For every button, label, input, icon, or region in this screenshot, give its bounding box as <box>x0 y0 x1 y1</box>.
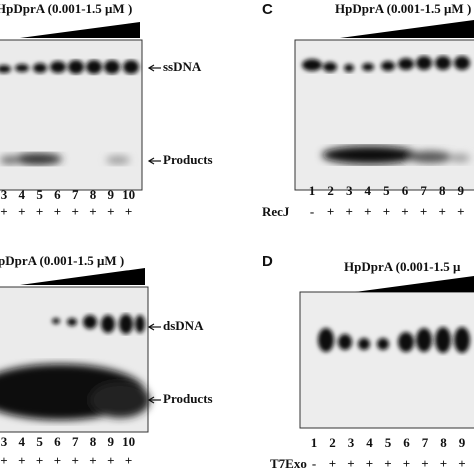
lane-number: 3 <box>1 434 8 449</box>
gel-d <box>299 291 474 429</box>
lane-sign: + <box>420 204 427 219</box>
arrow-head <box>147 323 155 331</box>
lane-sign: + <box>457 204 464 219</box>
lane-number: 4 <box>19 187 26 202</box>
lane-sign: + <box>384 456 391 471</box>
lane-sign: + <box>125 204 132 219</box>
lane-number: 3 <box>348 435 355 450</box>
gel-c <box>294 39 474 191</box>
lane-sign: + <box>54 453 61 468</box>
lane-number: 2 <box>327 183 334 198</box>
lane-number: 4 <box>365 183 372 198</box>
lane-sign: + <box>54 204 61 219</box>
lane-number: 6 <box>403 435 410 450</box>
lane-number: 1 <box>311 435 318 450</box>
band-label: Products <box>163 152 213 167</box>
lane-number: 5 <box>385 435 392 450</box>
band-label: dsDNA <box>163 318 204 333</box>
lane-sign: + <box>347 456 354 471</box>
lane-sign: + <box>18 453 25 468</box>
treatment-label: T7Exo <box>270 456 307 471</box>
lane-number: 8 <box>439 183 446 198</box>
lane-number: 3 <box>346 183 353 198</box>
lane-sign: + <box>18 204 25 219</box>
lane-number: 6 <box>54 434 61 449</box>
lane-number: 8 <box>90 187 97 202</box>
lane-sign: + <box>438 204 445 219</box>
panel-title: pDprA (0.001-1.5 μM ) <box>0 253 124 268</box>
lane-number: 9 <box>459 435 466 450</box>
lane-sign: - <box>310 204 314 219</box>
lane-number: 7 <box>72 187 79 202</box>
lane-number: 6 <box>54 187 61 202</box>
lane-number: 7 <box>72 434 79 449</box>
treatment-label: RecJ <box>262 204 290 219</box>
wedge <box>340 20 474 38</box>
wedge <box>20 268 145 285</box>
lane-sign: + <box>458 456 465 471</box>
arrow-head <box>147 396 155 404</box>
lane-number: 9 <box>108 187 115 202</box>
panel-title: HpDprA (0.001-1.5 μ <box>344 259 461 274</box>
lane-sign: + <box>89 453 96 468</box>
lane-number: 5 <box>36 434 43 449</box>
lane-number: 5 <box>36 187 43 202</box>
panel-letter: D <box>262 253 273 270</box>
panel-title: HpDprA (0.001-1.5 μM ) <box>335 1 471 16</box>
lane-sign: + <box>107 204 114 219</box>
arrow-head <box>147 157 155 165</box>
lane-sign: - <box>312 456 316 471</box>
lane-sign: + <box>421 456 428 471</box>
lane-number: 9 <box>108 434 115 449</box>
lane-number: 6 <box>402 183 409 198</box>
lane-sign: + <box>125 453 132 468</box>
lane-sign: + <box>0 204 7 219</box>
arrow-head <box>147 64 155 72</box>
wedge <box>20 22 140 38</box>
lane-sign: + <box>329 456 336 471</box>
panel-letter: C <box>262 1 273 18</box>
lane-number: 10 <box>122 434 135 449</box>
lane-number: 7 <box>420 183 427 198</box>
lane-sign: + <box>403 456 410 471</box>
gel-a <box>0 39 143 191</box>
lane-number: 7 <box>422 435 429 450</box>
lane-sign: + <box>89 204 96 219</box>
lane-number: 9 <box>458 183 465 198</box>
band-label: ssDNA <box>163 59 202 74</box>
lane-number: 10 <box>122 187 135 202</box>
lane-sign: + <box>0 453 7 468</box>
lane-sign: + <box>345 204 352 219</box>
lane-number: 8 <box>90 434 97 449</box>
lane-sign: + <box>327 204 334 219</box>
wedge <box>355 276 474 292</box>
band-label: Products <box>163 391 213 406</box>
lane-sign: + <box>107 453 114 468</box>
lane-sign: + <box>440 456 447 471</box>
lane-sign: + <box>364 204 371 219</box>
lane-sign: + <box>366 456 373 471</box>
lane-sign: + <box>36 453 43 468</box>
lane-number: 3 <box>1 187 8 202</box>
panel-title: HpDprA (0.001-1.5 μM ) <box>0 1 132 16</box>
lane-number: 4 <box>19 434 26 449</box>
lane-number: 8 <box>440 435 447 450</box>
lane-sign: + <box>383 204 390 219</box>
lane-sign: + <box>36 204 43 219</box>
gel-b <box>0 286 150 433</box>
lane-number: 4 <box>366 435 373 450</box>
lane-sign: + <box>401 204 408 219</box>
lane-number: 2 <box>329 435 336 450</box>
lane-sign: + <box>71 453 78 468</box>
lane-number: 5 <box>383 183 390 198</box>
lane-number: 1 <box>309 183 316 198</box>
lane-sign: + <box>71 204 78 219</box>
